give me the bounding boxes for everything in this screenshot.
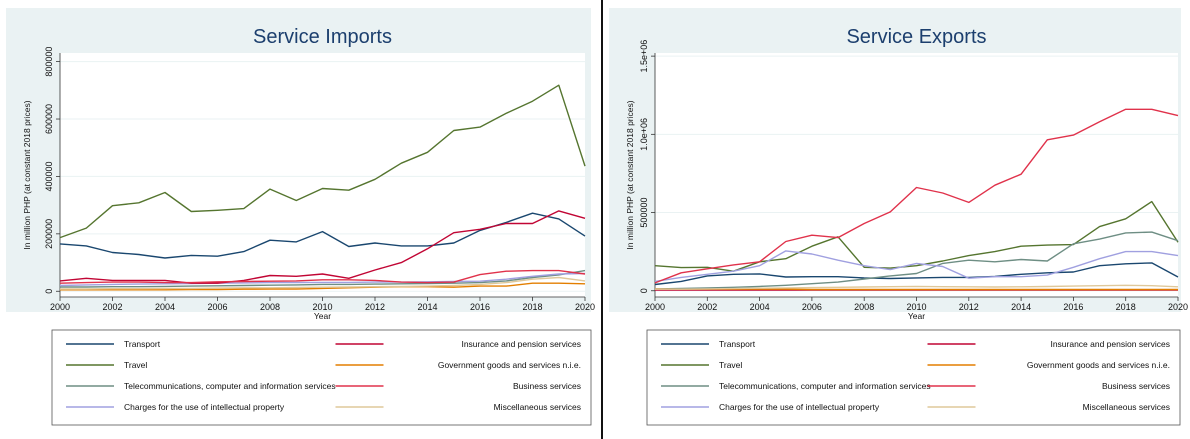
- y-tick-label: 1.0e+06: [639, 118, 649, 151]
- x-tick-label: 2006: [207, 302, 227, 312]
- series-line-charges-for-the-use-of-intellectual-property: [59, 272, 586, 287]
- legend-label-transport: Transport: [124, 339, 161, 349]
- plot-area: [655, 53, 1178, 297]
- legend-label-travel: Travel: [124, 360, 147, 370]
- x-tick-label: 2014: [1011, 302, 1031, 312]
- y-tick-label: 0: [639, 288, 649, 293]
- legend-label-telecommunications-computer-and-information-services: Telecommunications, computer and informa…: [124, 381, 336, 391]
- series-line-government-goods-and-services-n-i-e: [654, 288, 1178, 291]
- y-axis-title: In million PHP (at constant 2018 prices): [625, 100, 635, 249]
- exports-chart: Service Exports 0 500000 1.0e+06 1.5e+06 2000…: [609, 8, 1188, 426]
- legend-box: [51, 329, 592, 426]
- legend-label-charges-for-the-use-of-intellectual-property: Charges for the use of intellectual prop…: [719, 402, 880, 412]
- series-line-charges-for-the-use-of-intellectual-property: [654, 250, 1179, 283]
- y-tick-label: 1.5e+06: [639, 40, 649, 73]
- series-line-miscellaneous-services: [655, 284, 1179, 290]
- imports-panel: Service Imports 0 200000 400000 600000 800000…: [6, 0, 603, 439]
- x-tick-label: 2014: [417, 302, 437, 312]
- chart-title: Service Exports: [846, 26, 986, 48]
- exports-panel: Service Exports 0 500000 1.0e+06 1.5e+06 2000…: [603, 0, 1190, 439]
- y-tick-label: 600000: [44, 104, 54, 134]
- series-line-travel: [59, 84, 586, 239]
- series-line-travel: [654, 200, 1179, 272]
- x-tick-label: 2020: [1168, 302, 1188, 312]
- x-tick-label: 2000: [50, 302, 70, 312]
- x-tick-label: 2012: [959, 302, 979, 312]
- series-line-transport: [654, 262, 1179, 286]
- x-tick-label: 2016: [470, 302, 490, 312]
- legend-label-insurance-and-pension-services: Insurance and pension services: [461, 339, 581, 349]
- series-line-miscellaneous-services: [60, 276, 586, 290]
- legend-label-government-goods-and-services-n-i-e: Government goods and services n.i.e.: [438, 360, 581, 370]
- legend-box: [646, 329, 1181, 426]
- series-line-telecommunications-computer-and-information-services: [654, 231, 1179, 290]
- legend-label-business-services: Business services: [1102, 381, 1170, 391]
- legend-label-business-services: Business services: [513, 381, 581, 391]
- x-tick-label: 2008: [854, 302, 874, 312]
- x-tick-label: 2018: [1116, 302, 1136, 312]
- legend-label-travel: Travel: [719, 360, 742, 370]
- x-tick-label: 2000: [645, 302, 665, 312]
- y-tick-label: 800000: [44, 47, 54, 77]
- y-tick-label: 500000: [639, 198, 649, 228]
- y-tick-label: 400000: [44, 161, 54, 191]
- series-line-business-services: [59, 269, 586, 284]
- x-tick-label: 2018: [522, 302, 542, 312]
- legend-label-telecommunications-computer-and-information-services: Telecommunications, computer and informa…: [719, 381, 931, 391]
- legend-label-miscellaneous-services: Miscellaneous services: [494, 402, 581, 412]
- series-line-insurance-and-pension-services: [59, 210, 586, 284]
- x-tick-label: 2004: [750, 302, 770, 312]
- x-tick-label: 2012: [365, 302, 385, 312]
- y-tick-label: 200000: [44, 219, 54, 249]
- x-tick-label: 2004: [155, 302, 175, 312]
- series-line-telecommunications-computer-and-information-services: [60, 269, 586, 288]
- y-axis-title: In million PHP (at constant 2018 prices): [22, 100, 32, 249]
- x-tick-label: 2008: [260, 302, 280, 312]
- x-axis-title: Year: [908, 311, 925, 321]
- series-line-government-goods-and-services-n-i-e: [60, 282, 586, 291]
- x-tick-label: 2002: [697, 302, 717, 312]
- legend-label-charges-for-the-use-of-intellectual-property: Charges for the use of intellectual prop…: [124, 402, 285, 412]
- x-tick-label: 2010: [312, 302, 332, 312]
- x-tick-label: 2006: [802, 302, 822, 312]
- x-tick-label: 2016: [1063, 302, 1083, 312]
- series-line-business-services: [654, 108, 1179, 284]
- y-tick-label: 0: [44, 289, 54, 294]
- x-tick-label: 2010: [906, 302, 926, 312]
- chart-title: Service Imports: [253, 26, 392, 48]
- plot-area: [60, 53, 585, 297]
- legend-label-miscellaneous-services: Miscellaneous services: [1083, 402, 1170, 412]
- legend-label-insurance-and-pension-services: Insurance and pension services: [1050, 339, 1170, 349]
- imports-chart: Service Imports 0 200000 400000 600000 800000…: [6, 8, 595, 426]
- x-tick-label: 2020: [575, 302, 595, 312]
- legend-label-transport: Transport: [719, 339, 756, 349]
- x-axis-title: Year: [314, 311, 331, 321]
- legend-label-government-goods-and-services-n-i-e: Government goods and services n.i.e.: [1027, 360, 1170, 370]
- x-tick-label: 2002: [102, 302, 122, 312]
